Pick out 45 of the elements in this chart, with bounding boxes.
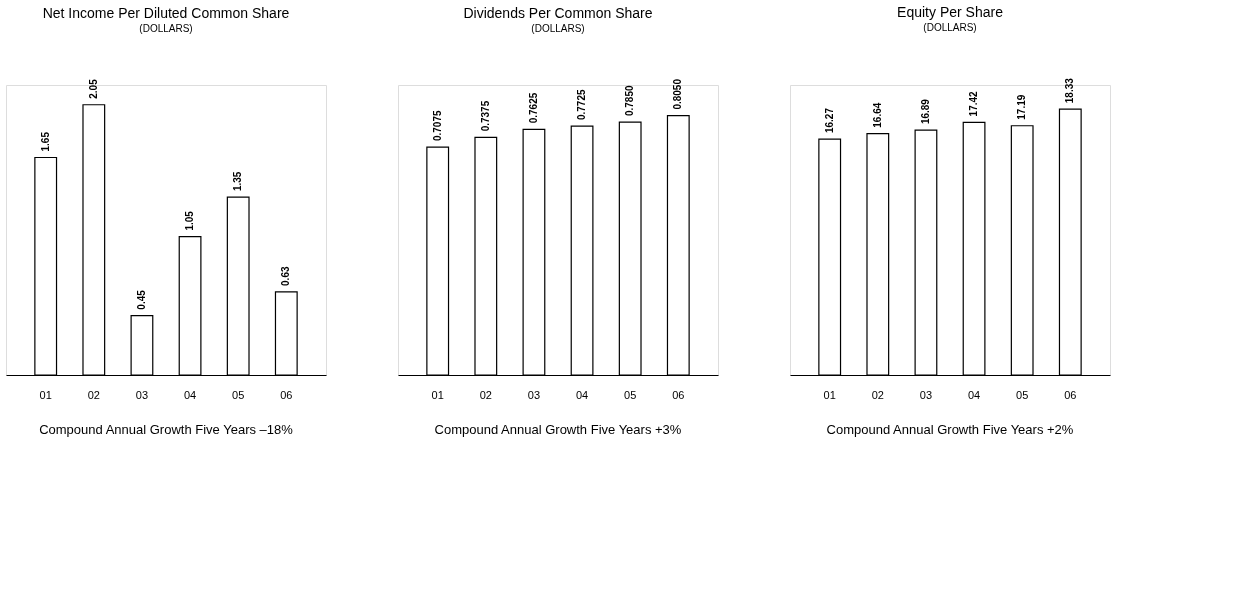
data-label: 0.7850 — [624, 85, 636, 117]
x-tick-label: 03 — [527, 388, 541, 401]
data-label: 1.35 — [232, 171, 244, 192]
text: Compound Annual Growth Five Years +2% — [826, 422, 1074, 437]
x-tick-label: 04 — [575, 388, 589, 401]
x-tick-label: 04 — [967, 388, 981, 401]
data-label: 17.42 — [968, 90, 980, 117]
chart-title: Net Income Per Diluted Common Share — [42, 5, 290, 22]
data-label: 16.27 — [823, 107, 835, 134]
x-tick-label: 05 — [624, 388, 637, 401]
data-label: 2.05 — [87, 78, 99, 99]
data-label: 0.45 — [135, 289, 147, 310]
data-label: 1.05 — [184, 210, 196, 231]
data-label: 16.89 — [919, 98, 931, 125]
chart-subtitle: (DOLLARS) — [923, 22, 977, 34]
x-tick-label: 01 — [823, 388, 836, 401]
data-label: 0.7625 — [527, 92, 539, 124]
chart-title: Dividends Per Common Share — [463, 5, 653, 22]
chart-title: Equity Per Share — [897, 4, 1004, 21]
data-label: 0.63 — [280, 266, 292, 286]
data-label: 1.65 — [39, 131, 51, 152]
x-tick-label: 03 — [919, 388, 933, 401]
data-label: 18.33 — [1064, 77, 1076, 104]
text: Compound Annual Growth Five Years –18% — [39, 422, 294, 437]
x-tick-label: 02 — [479, 388, 492, 401]
chart-subtitle: (DOLLARS) — [531, 23, 585, 35]
data-label: 0.7375 — [479, 100, 491, 132]
data-label: 17.19 — [1016, 94, 1028, 120]
data-label: 0.7725 — [576, 89, 588, 121]
x-tick-label: 01 — [431, 388, 444, 401]
x-tick-label: 05 — [1016, 388, 1029, 401]
data-label: 16.64 — [871, 102, 883, 128]
x-tick-label: 03 — [135, 388, 149, 401]
x-tick-label: 02 — [871, 388, 884, 401]
chart-subtitle: (DOLLARS) — [139, 23, 193, 35]
x-tick-label: 01 — [39, 388, 52, 401]
x-tick-label: 04 — [183, 388, 197, 401]
x-tick-label: 02 — [87, 388, 100, 401]
text: Compound Annual Growth Five Years +3% — [434, 422, 682, 437]
data-label: 0.8050 — [672, 78, 684, 110]
x-tick-label: 06 — [1064, 388, 1077, 401]
x-tick-label: 05 — [232, 388, 245, 401]
x-tick-label: 06 — [672, 388, 685, 401]
x-tick-label: 06 — [280, 388, 293, 401]
data-label: 0.7075 — [431, 110, 443, 142]
